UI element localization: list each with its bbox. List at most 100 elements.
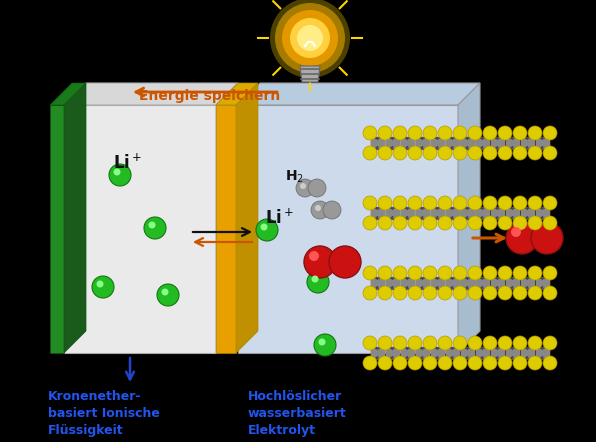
Polygon shape xyxy=(64,83,86,353)
Text: Li$^+$: Li$^+$ xyxy=(265,208,294,228)
Circle shape xyxy=(498,356,512,370)
Circle shape xyxy=(468,126,482,140)
Circle shape xyxy=(408,196,422,210)
Circle shape xyxy=(363,336,377,350)
Circle shape xyxy=(453,336,467,350)
Circle shape xyxy=(438,266,452,280)
Circle shape xyxy=(393,266,407,280)
Text: Li$^+$: Li$^+$ xyxy=(113,153,142,173)
Circle shape xyxy=(423,266,437,280)
Polygon shape xyxy=(64,83,238,105)
Circle shape xyxy=(483,266,497,280)
Circle shape xyxy=(144,217,166,239)
Circle shape xyxy=(363,146,377,160)
Circle shape xyxy=(483,146,497,160)
Circle shape xyxy=(300,183,306,189)
Circle shape xyxy=(97,281,104,287)
Polygon shape xyxy=(300,66,320,82)
Circle shape xyxy=(498,336,512,350)
Circle shape xyxy=(498,266,512,280)
Circle shape xyxy=(483,286,497,300)
Circle shape xyxy=(296,179,314,197)
Circle shape xyxy=(423,356,437,370)
Circle shape xyxy=(438,196,452,210)
Circle shape xyxy=(423,196,437,210)
Text: Hochlöslicher
wasserbasiert
Elektrolyt: Hochlöslicher wasserbasiert Elektrolyt xyxy=(248,390,347,437)
Circle shape xyxy=(393,196,407,210)
Circle shape xyxy=(92,276,114,298)
Circle shape xyxy=(148,221,156,229)
Circle shape xyxy=(513,216,527,230)
Circle shape xyxy=(453,196,467,210)
Circle shape xyxy=(468,216,482,230)
Circle shape xyxy=(513,266,527,280)
Circle shape xyxy=(543,356,557,370)
Circle shape xyxy=(408,356,422,370)
Circle shape xyxy=(423,286,437,300)
Circle shape xyxy=(468,336,482,350)
Circle shape xyxy=(363,286,377,300)
Circle shape xyxy=(378,356,392,370)
Text: Kronenether-
basiert Ionische
Flüssigkeit: Kronenether- basiert Ionische Flüssigkei… xyxy=(48,390,160,437)
Circle shape xyxy=(438,286,452,300)
Circle shape xyxy=(260,224,268,230)
Circle shape xyxy=(513,336,527,350)
Circle shape xyxy=(109,164,131,186)
Circle shape xyxy=(408,336,422,350)
Polygon shape xyxy=(236,83,258,353)
Circle shape xyxy=(329,246,361,278)
Circle shape xyxy=(408,286,422,300)
Polygon shape xyxy=(458,83,480,353)
Circle shape xyxy=(393,286,407,300)
Polygon shape xyxy=(50,105,64,353)
Circle shape xyxy=(438,216,452,230)
Circle shape xyxy=(408,146,422,160)
Polygon shape xyxy=(50,83,86,105)
Circle shape xyxy=(513,356,527,370)
Circle shape xyxy=(483,356,497,370)
Circle shape xyxy=(498,216,512,230)
Circle shape xyxy=(543,286,557,300)
Circle shape xyxy=(528,266,542,280)
Circle shape xyxy=(378,126,392,140)
Circle shape xyxy=(423,146,437,160)
Circle shape xyxy=(453,216,467,230)
Circle shape xyxy=(162,289,169,296)
Circle shape xyxy=(312,275,318,282)
Circle shape xyxy=(309,251,319,261)
Circle shape xyxy=(528,216,542,230)
Circle shape xyxy=(423,126,437,140)
Circle shape xyxy=(307,271,329,293)
Circle shape xyxy=(468,266,482,280)
Circle shape xyxy=(363,216,377,230)
Circle shape xyxy=(498,286,512,300)
Circle shape xyxy=(511,227,521,237)
Circle shape xyxy=(453,126,467,140)
Circle shape xyxy=(323,201,341,219)
Circle shape xyxy=(282,10,338,66)
Circle shape xyxy=(513,146,527,160)
Polygon shape xyxy=(238,105,458,353)
Circle shape xyxy=(543,126,557,140)
Circle shape xyxy=(304,246,336,278)
Circle shape xyxy=(483,216,497,230)
Circle shape xyxy=(408,126,422,140)
Circle shape xyxy=(256,219,278,241)
Circle shape xyxy=(275,3,345,73)
Circle shape xyxy=(531,222,563,254)
Circle shape xyxy=(453,266,467,280)
Circle shape xyxy=(315,205,321,211)
Circle shape xyxy=(113,168,120,175)
Circle shape xyxy=(528,126,542,140)
Circle shape xyxy=(393,356,407,370)
Circle shape xyxy=(498,126,512,140)
Polygon shape xyxy=(216,105,236,353)
Circle shape xyxy=(378,336,392,350)
Circle shape xyxy=(498,196,512,210)
Circle shape xyxy=(483,196,497,210)
Circle shape xyxy=(378,286,392,300)
Circle shape xyxy=(378,196,392,210)
Circle shape xyxy=(393,146,407,160)
Circle shape xyxy=(543,146,557,160)
Circle shape xyxy=(363,196,377,210)
